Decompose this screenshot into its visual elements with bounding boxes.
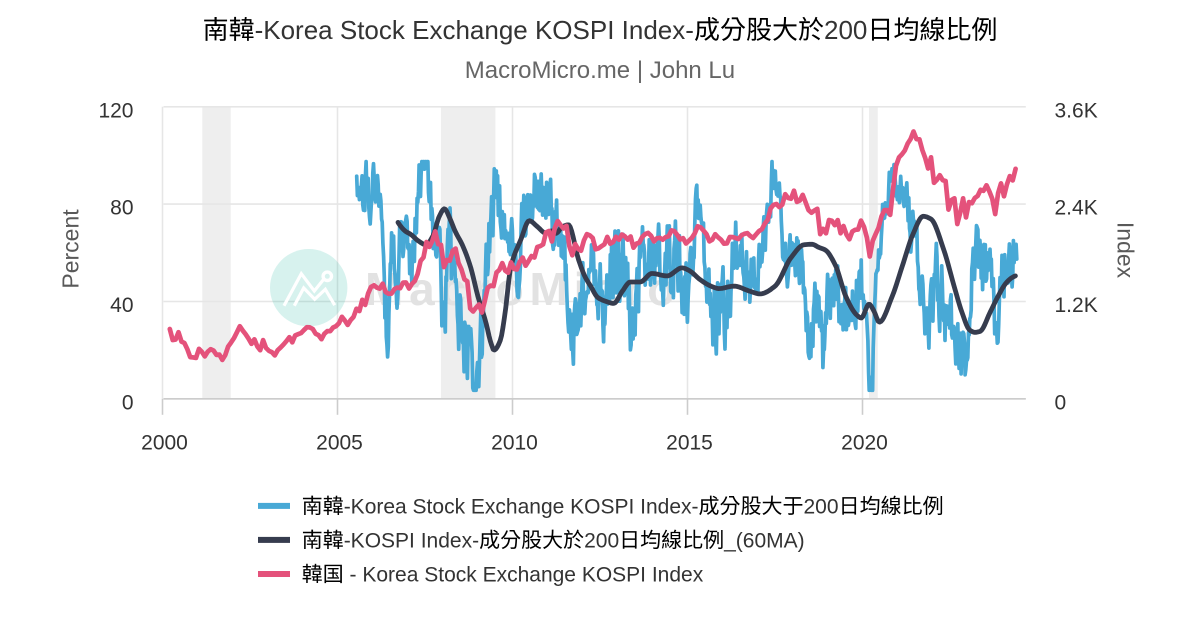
svg-text:0: 0 [1055,391,1067,414]
svg-text:- Korea Stock Exchange KOSPI I: - Korea Stock Exchange KOSPI Index [344,563,704,586]
svg-text:2010: 2010 [491,432,538,455]
svg-text:-Korea Stock Exchange KOSPI In: -Korea Stock Exchange KOSPI Index- [255,15,694,45]
svg-text:3.6K: 3.6K [1055,99,1098,122]
svg-text:120: 120 [98,99,133,122]
svg-text:_(60MA): _(60MA) [723,529,805,552]
svg-text:-KOSPI Index-: -KOSPI Index- [344,529,479,552]
svg-text:2.4K: 2.4K [1055,197,1098,220]
svg-text:80: 80 [110,197,133,220]
svg-text:-Korea Stock Exchange KOSPI In: -Korea Stock Exchange KOSPI Index- [344,495,699,518]
svg-text:2000: 2000 [141,432,188,455]
svg-text:2020: 2020 [841,432,888,455]
svg-text:200: 200 [804,495,839,518]
svg-text:Percent: Percent [58,209,84,289]
svg-text:0: 0 [122,391,134,414]
svg-text:200: 200 [584,529,619,552]
svg-text:Index: Index [1113,222,1139,279]
svg-text:200: 200 [824,15,867,45]
svg-text:40: 40 [110,294,133,317]
svg-text:2005: 2005 [316,432,363,455]
svg-text:MacroMicro.me | John Lu: MacroMicro.me | John Lu [465,57,735,84]
svg-text:2015: 2015 [666,432,713,455]
svg-text:1.2K: 1.2K [1055,294,1098,317]
